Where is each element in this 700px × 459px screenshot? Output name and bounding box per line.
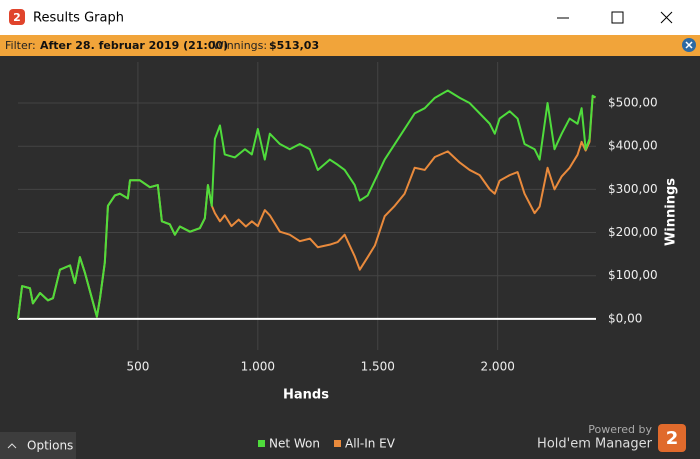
maximize-button[interactable] [611, 11, 624, 24]
y-tick-label: $300,00 [608, 182, 658, 196]
y-tick-label: $200,00 [608, 225, 658, 239]
y-tick-label: $100,00 [608, 268, 658, 282]
title-bar [0, 0, 700, 35]
filter-bar [0, 35, 700, 56]
legend-swatch [258, 440, 265, 447]
legend-label: All-In EV [345, 437, 396, 451]
filter-close-icon [685, 41, 693, 49]
options-button[interactable] [0, 432, 76, 459]
powered-by: Powered by [588, 423, 652, 436]
filter-label: Filter: [5, 39, 36, 52]
app-icon-text: 2 [13, 11, 21, 24]
brand-logo [658, 424, 686, 452]
brand-logo-text: 2 [666, 428, 679, 449]
window-title: Results Graph [33, 11, 124, 26]
legend-swatch [334, 440, 341, 447]
options-label[interactable]: Options [27, 439, 73, 453]
winnings-value: $513,03 [269, 39, 319, 52]
options-caret [7, 443, 17, 449]
close-button[interactable] [660, 11, 673, 24]
y-tick-label: $0,00 [608, 311, 642, 325]
legend-label: Net Won [269, 437, 320, 451]
x-tick-label: 1.500 [361, 360, 395, 374]
brand-name: Hold'em Manager [537, 437, 653, 452]
winnings-label: Winnings: [213, 39, 267, 52]
x-axis-label: Hands [283, 388, 329, 403]
x-tick-label: 1.000 [241, 360, 275, 374]
app-icon [9, 9, 25, 25]
x-tick-label: 500 [126, 360, 149, 374]
y-tick-label: $500,00 [608, 96, 658, 110]
filter-value: After 28. februar 2019 (21:00) [40, 39, 228, 52]
x-tick-label: 2.000 [480, 360, 514, 374]
series-line [17, 95, 596, 320]
series-line [17, 89, 597, 320]
y-tick-label: $400,00 [608, 139, 658, 153]
y-axis-label: Winnings [664, 178, 679, 246]
